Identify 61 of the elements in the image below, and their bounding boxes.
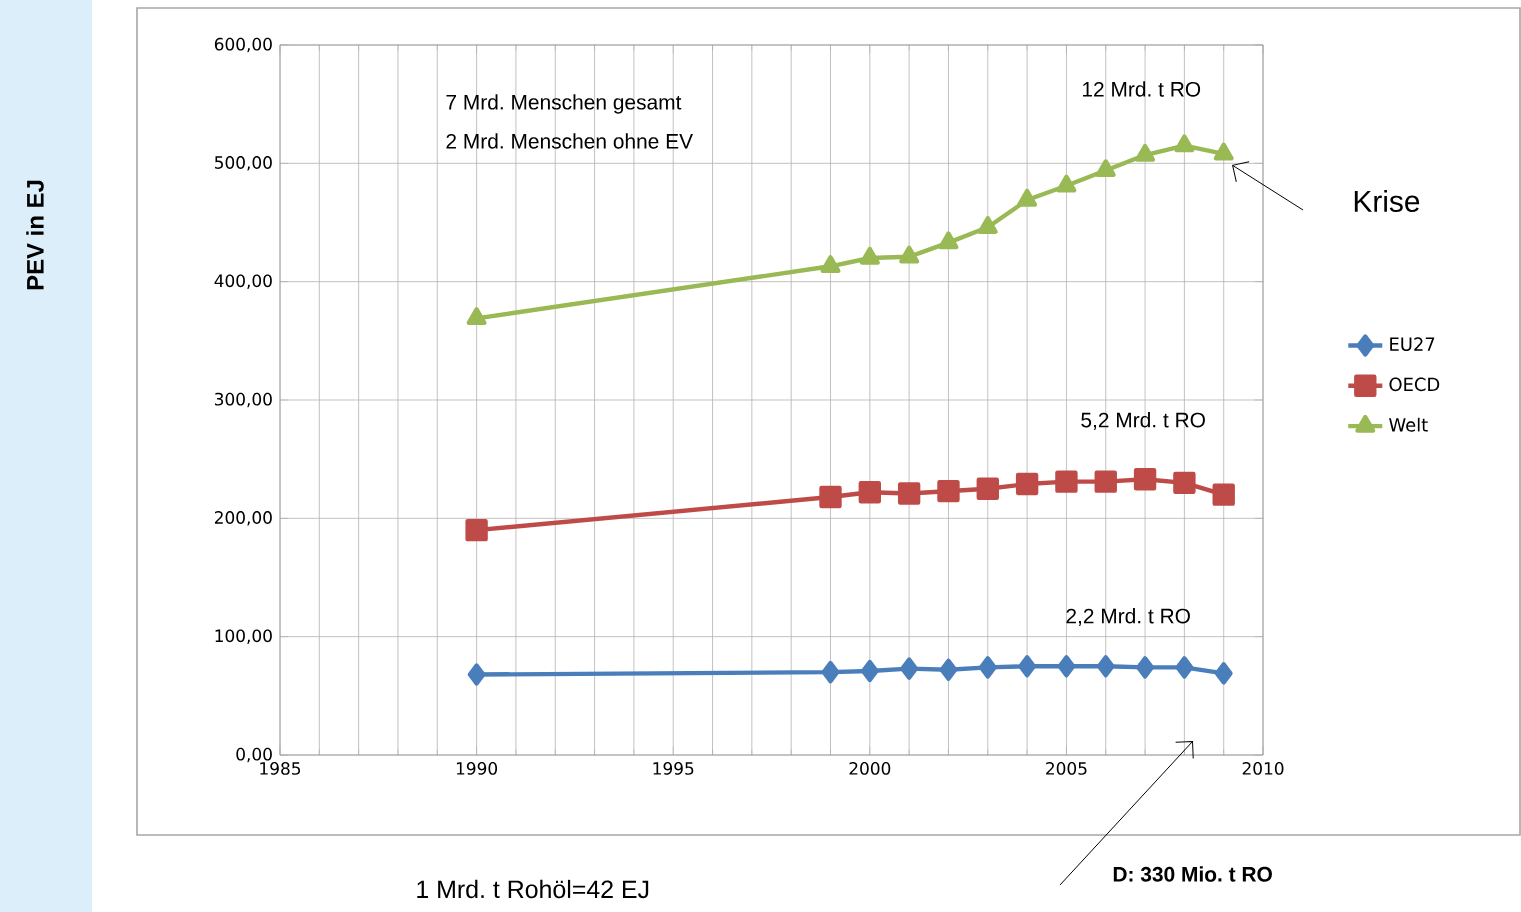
point [937, 479, 960, 503]
point [1094, 470, 1117, 493]
point [1136, 656, 1155, 679]
point [938, 231, 959, 250]
annotation: 2,2 Mrd. t RO [1066, 608, 1190, 626]
point [1174, 134, 1195, 153]
text: 1 Mrd. t Rohöl=42 EJ [417, 879, 649, 899]
x-tick-label: 1985 [260, 762, 301, 775]
point [1214, 662, 1233, 685]
annotation: 5,2 Mrd. t RO [1081, 412, 1205, 430]
point [466, 307, 487, 326]
y-tick-label: 500,00 [215, 156, 272, 171]
point [465, 518, 488, 542]
point [1096, 655, 1115, 678]
legend-label: Welt [1389, 417, 1428, 432]
point [976, 477, 999, 500]
y-tick-label: 600,00 [214, 37, 272, 53]
point [1133, 468, 1157, 491]
point [1095, 159, 1116, 178]
legend-label: EU27 [1390, 337, 1435, 351]
point [820, 255, 841, 273]
point [821, 660, 840, 684]
point [977, 216, 998, 234]
x-tick-label: 1990 [456, 762, 498, 775]
y-tick-label: 200,00 [214, 511, 272, 526]
x-tick-label: 2005 [1046, 762, 1087, 775]
y-tick-label: 400,00 [214, 274, 272, 289]
point [978, 656, 997, 679]
point [1213, 142, 1234, 161]
point [819, 485, 842, 509]
point [900, 657, 919, 680]
point [1173, 471, 1196, 495]
point [467, 663, 486, 686]
y-tick-label: 0,00 [236, 747, 272, 763]
point [1175, 656, 1194, 679]
point [939, 658, 958, 681]
x-tick-label: 2010 [1242, 762, 1284, 775]
point [899, 245, 920, 264]
annotation: 2 Mrd. Menschen ohne EV [446, 133, 693, 149]
point [1057, 655, 1076, 678]
point [858, 481, 882, 504]
x-tick-label: 1995 [653, 762, 694, 775]
x-tick-label: 2000 [849, 762, 891, 775]
point [860, 659, 879, 683]
point [1055, 470, 1078, 493]
legend-label: OECD [1389, 377, 1440, 392]
point [859, 246, 880, 265]
point [1056, 174, 1077, 193]
y-tick-label: 100,00 [215, 629, 272, 644]
point [897, 482, 921, 505]
point [1135, 143, 1156, 162]
text: D: 330 Mio. t RO [1113, 866, 1272, 882]
annotation: 7 Mrd. Menschen gesamt [446, 94, 682, 114]
text: PEV in EJ [26, 180, 44, 290]
text: Krise [1354, 190, 1420, 212]
annotation: 12 Mrd. t RO [1083, 81, 1201, 97]
y-tick-label: 300,00 [214, 392, 272, 408]
point [1017, 188, 1038, 207]
point [1212, 483, 1235, 506]
point [1018, 655, 1037, 678]
point [1015, 472, 1039, 496]
